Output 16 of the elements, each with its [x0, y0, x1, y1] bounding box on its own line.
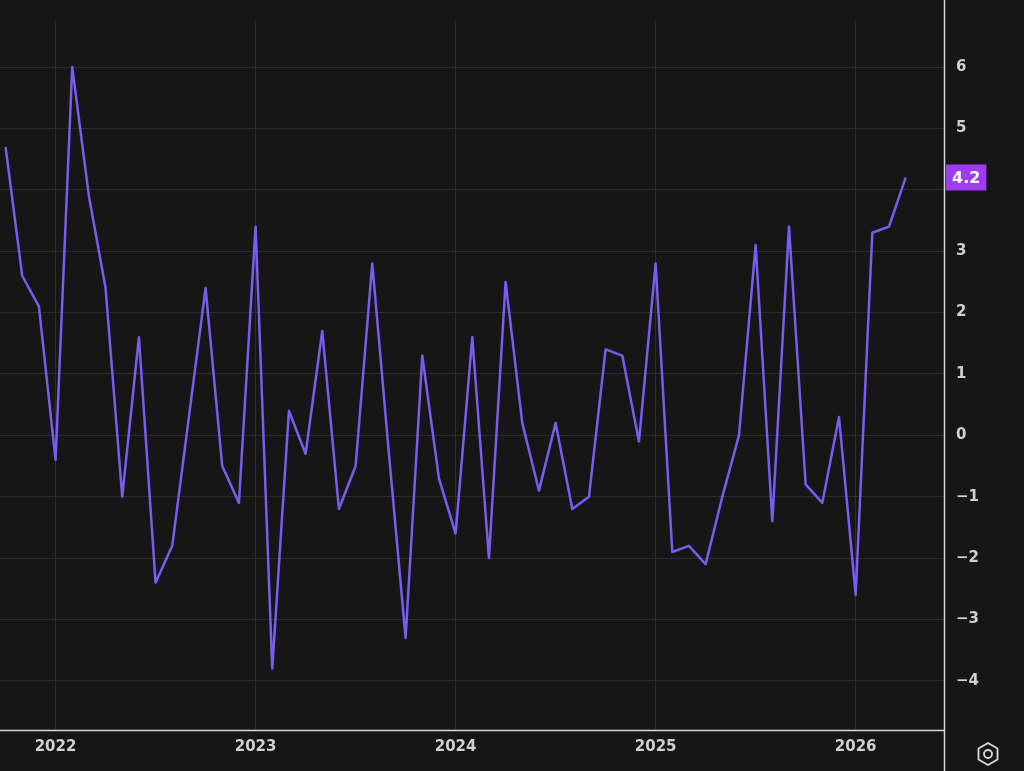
y-tick-label: 3	[956, 241, 967, 260]
y-tick-label: 6	[956, 56, 967, 75]
y-tick-label: −4	[956, 670, 980, 689]
x-tick-label: 2025	[634, 736, 677, 755]
x-tick-label: 2022	[34, 736, 77, 755]
y-tick-label: −2	[956, 548, 980, 567]
annotation: 4.2	[952, 167, 981, 187]
x-tick-label: 2024	[434, 736, 477, 755]
y-tick-label: 0	[956, 425, 967, 444]
y-tick-label: 5	[956, 118, 967, 137]
y-tick-label: 2	[956, 302, 967, 321]
y-tick-label: −1	[956, 486, 980, 505]
y-tick-label: 1	[956, 363, 967, 382]
x-tick-label: 2026	[834, 736, 877, 755]
x-tick-label: 2023	[234, 736, 277, 755]
y-tick-label: −3	[956, 609, 980, 628]
